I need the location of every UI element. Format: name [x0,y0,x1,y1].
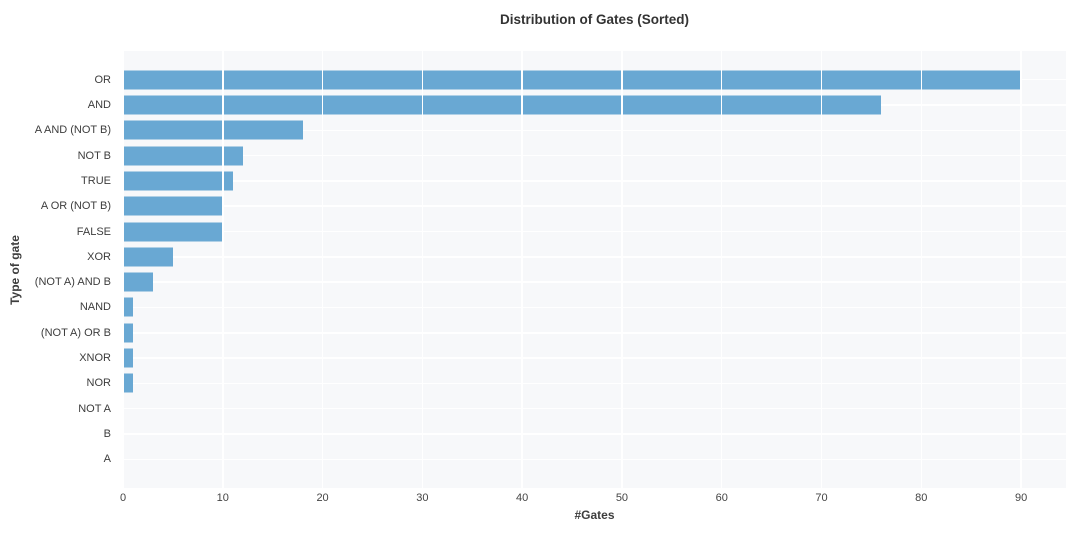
y-tick-label: NOT B [77,149,111,162]
bar-row [123,118,1066,143]
bar-row [123,371,1066,396]
gridline-x [122,51,124,488]
gridline-y [123,458,1066,461]
bar-nand [123,297,133,317]
x-axis-title: #Gates [574,508,615,522]
gridline-y [123,180,1066,182]
bar-not-b [123,146,243,166]
gridline-y [123,230,1066,233]
chart-title: Distribution of Gates (Sorted) [500,12,689,27]
y-tick-label: FALSE [76,225,111,238]
gridline-x [621,51,623,488]
y-tick-label: (NOT A) AND B [34,276,111,289]
y-tick-label: NAND [79,301,111,314]
x-tick-label: 0 [119,492,127,504]
y-tick-label: NOR [86,377,111,390]
bar-nor [123,373,133,393]
bar-row [123,194,1066,219]
bar-xor [123,247,173,267]
y-tick-label: XNOR [79,352,111,365]
bar-not-a-or-b [123,323,133,343]
gridline-y [123,129,1066,132]
bar-xnor [123,348,133,368]
gridline-x [321,51,324,488]
bar-row [123,67,1066,92]
gridline-y [123,357,1066,359]
x-tick-label: 10 [216,492,229,504]
x-tick-label: 80 [915,492,928,504]
bar-a-or-not-b [123,196,223,216]
gridline-x [421,51,424,488]
bar-row [123,92,1066,117]
gridline-x [920,51,923,488]
gridline-y [123,433,1066,435]
x-tick-label: 70 [815,492,828,504]
gridline-x [720,51,723,488]
gridline-x [820,51,823,488]
x-tick-label: 30 [416,492,429,504]
bar-row [123,143,1066,168]
gridline-y [123,332,1066,334]
y-tick-label: NOT A [78,402,111,415]
y-tick-label: A [103,453,111,466]
x-tick-label: 60 [715,492,728,504]
y-tick-label: A OR (NOT B) [40,200,111,213]
y-axis-tick-labels: OR AND A AND (NOT B) NOT B TRUE A OR (NOT B) F… [0,67,117,472]
bar-row [123,320,1066,345]
bar-true [123,171,233,191]
bar-row [123,396,1066,421]
gridline-y [123,154,1066,157]
bar-row [123,295,1066,320]
y-tick-label: B [103,428,111,441]
bar-row [123,421,1066,446]
y-tick-label: AND [87,98,111,111]
x-tick-label: 40 [516,492,529,504]
bar-row [123,219,1066,244]
x-axis-tick-labels: 0 10 20 30 40 50 60 70 80 90 [119,492,1066,506]
bar-rows [123,67,1066,472]
bar-row [123,270,1066,295]
bar-or [123,70,1022,90]
gridline-y [123,256,1066,258]
gridline-x [222,51,224,488]
bar-row [123,244,1066,269]
gridline-y [123,407,1066,410]
y-tick-label: TRUE [81,174,111,187]
gridline-y [123,306,1066,309]
gridline-y [123,382,1066,385]
bar-false [123,222,223,242]
bar-row [123,345,1066,370]
gridline-x [521,51,523,488]
y-tick-label: XOR [87,250,111,263]
gridline-y [123,205,1066,207]
bar-not-a-and-b [123,272,153,292]
bar-a-and-not-b [123,120,303,140]
y-tick-label: A AND (NOT B) [34,124,111,137]
plot-area [122,51,1066,488]
gridline-y [123,281,1066,283]
y-tick-label: OR [94,73,112,86]
bar-row [123,168,1066,193]
bar-and [123,95,882,115]
x-tick-label: 20 [316,492,329,504]
x-tick-label: 50 [615,492,629,504]
gridline-x [1020,51,1022,488]
x-tick-label: 90 [1014,492,1028,504]
bar-row [123,447,1066,472]
y-tick-label: (NOT A) OR B [40,326,111,339]
